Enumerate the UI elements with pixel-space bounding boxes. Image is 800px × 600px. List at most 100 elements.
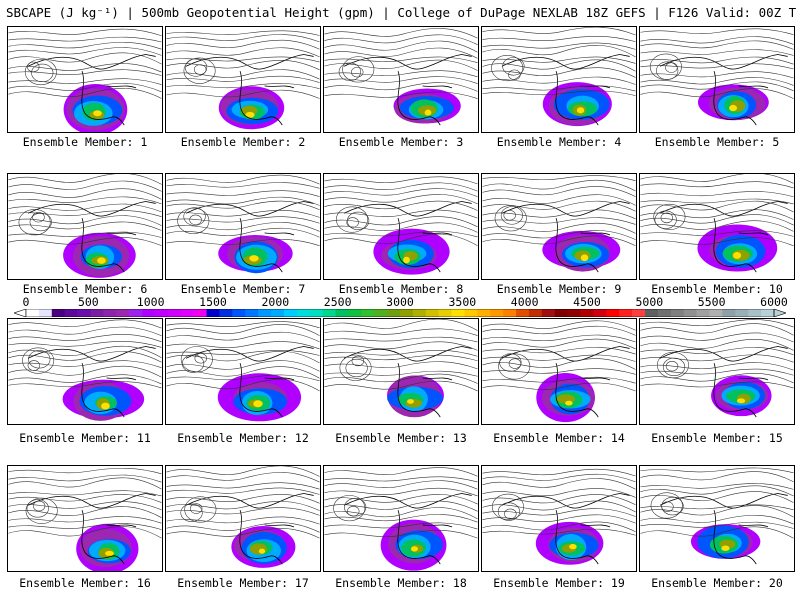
coastline xyxy=(185,493,314,565)
ensemble-member-label: Ensemble Member: 18 xyxy=(335,576,467,590)
height-contour-ring xyxy=(649,53,682,80)
ensemble-member-label: Ensemble Member: 12 xyxy=(177,431,309,445)
colorbar-segment xyxy=(271,309,285,317)
height-contours xyxy=(640,319,794,389)
height-contours xyxy=(324,319,478,392)
height-contour-ring xyxy=(27,360,41,371)
height-contour-ring xyxy=(654,210,677,229)
height-contour-line xyxy=(8,88,162,99)
height-contour-ring xyxy=(181,354,205,373)
height-contour-ring xyxy=(18,209,51,236)
height-contour-line xyxy=(324,194,478,205)
colorbar-segment xyxy=(503,309,517,317)
cape-contour-fill xyxy=(253,400,263,408)
ensemble-member-label: Ensemble Member: 1 xyxy=(22,135,148,149)
colorbar-segment xyxy=(528,309,543,317)
colorbar-segment xyxy=(232,309,246,317)
height-contour-line xyxy=(8,345,162,358)
height-contour-line xyxy=(482,347,636,355)
colorbar-tick-label: 3000 xyxy=(386,295,414,309)
map-plot xyxy=(640,467,794,565)
height-contour-line xyxy=(166,190,320,197)
coastline xyxy=(343,201,472,273)
colorbar-segment xyxy=(541,309,556,317)
ensemble-member-label: Ensemble Member: 11 xyxy=(19,431,151,445)
height-contour-ring xyxy=(339,354,372,381)
height-contour-line xyxy=(8,506,162,518)
height-contour-line xyxy=(324,487,478,497)
cape-shading xyxy=(218,86,285,130)
height-contour-line xyxy=(482,325,636,336)
colorbar-tick-label: 1500 xyxy=(199,295,227,309)
ensemble-member-label: Ensemble Member: 4 xyxy=(496,135,622,149)
height-contour-line xyxy=(8,374,162,385)
colorbar-tick-labels: 0 500 1000 1500 2000 2500 3000 3500 4000 4500 5000… xyxy=(0,296,800,310)
height-contour-line xyxy=(8,78,162,85)
height-contour-line xyxy=(482,334,636,343)
ensemble-member-label: Ensemble Member: 15 xyxy=(651,431,783,445)
ensemble-map-panel xyxy=(165,173,321,280)
colorbar-tick-label: 500 xyxy=(77,295,99,309)
coastline xyxy=(27,346,156,418)
height-contour-line xyxy=(166,75,320,83)
ensemble-member-label: Ensemble Member: 3 xyxy=(338,135,464,149)
height-contour-line xyxy=(166,331,320,343)
height-contour-line xyxy=(482,358,636,370)
height-contour-line xyxy=(8,36,162,43)
ensemble-map-panel xyxy=(481,465,637,572)
colorbar-segment xyxy=(77,309,91,317)
colorbar-tick-label: 5000 xyxy=(635,295,664,309)
height-contour-line xyxy=(166,374,320,382)
ensemble-map-panel xyxy=(7,173,163,280)
cape-shading xyxy=(63,83,128,132)
cape-shading xyxy=(62,379,145,421)
map-plot xyxy=(482,468,636,565)
height-contour-line xyxy=(482,222,636,234)
colorbar-segment xyxy=(722,309,736,317)
height-contour-ring xyxy=(194,353,207,364)
height-contour-line xyxy=(482,500,636,513)
height-contour-line xyxy=(8,351,162,363)
height-contours xyxy=(166,321,320,392)
colorbar-segment xyxy=(116,309,130,317)
height-contour-ring xyxy=(32,500,46,512)
height-contour-line xyxy=(8,188,162,200)
cape-shading xyxy=(542,230,621,272)
cape-shading xyxy=(63,232,136,278)
height-contour-line xyxy=(166,522,320,533)
coastline xyxy=(659,346,788,418)
coastline xyxy=(659,201,788,273)
cape-shading xyxy=(711,375,772,417)
height-contour-line xyxy=(166,222,320,232)
height-contour-line xyxy=(166,59,320,71)
height-contour-ring xyxy=(25,497,58,524)
height-contour-line xyxy=(8,333,162,343)
ensemble-map-panel xyxy=(165,26,321,133)
height-contour-line xyxy=(8,63,162,73)
height-contour-ring xyxy=(665,62,678,73)
height-contour-line xyxy=(324,476,478,483)
cape-contour-fill xyxy=(721,545,730,551)
height-contour-line xyxy=(8,28,162,37)
height-contours xyxy=(482,175,636,247)
height-contour-ring xyxy=(26,499,49,518)
height-contour-line xyxy=(8,467,162,475)
colorbar-segment xyxy=(180,309,194,317)
height-contour-line xyxy=(482,320,636,331)
height-contour-line xyxy=(640,319,794,328)
height-contour-line xyxy=(8,477,162,490)
cape-contour-fill xyxy=(424,109,432,116)
height-contour-line xyxy=(640,237,794,247)
coastline xyxy=(343,493,472,565)
coastline xyxy=(27,201,156,273)
height-contour-line xyxy=(166,200,320,210)
height-contour-line xyxy=(166,507,320,516)
height-contour-line xyxy=(166,341,320,350)
height-contour-line xyxy=(324,59,478,71)
height-contour-line xyxy=(640,77,794,86)
ensemble-member-label: Ensemble Member: 6 xyxy=(22,282,148,296)
colorbar-segment xyxy=(709,309,723,317)
cape-shading xyxy=(387,375,444,418)
cape-contour-fill xyxy=(93,110,102,117)
colorbar-segment xyxy=(632,309,646,317)
